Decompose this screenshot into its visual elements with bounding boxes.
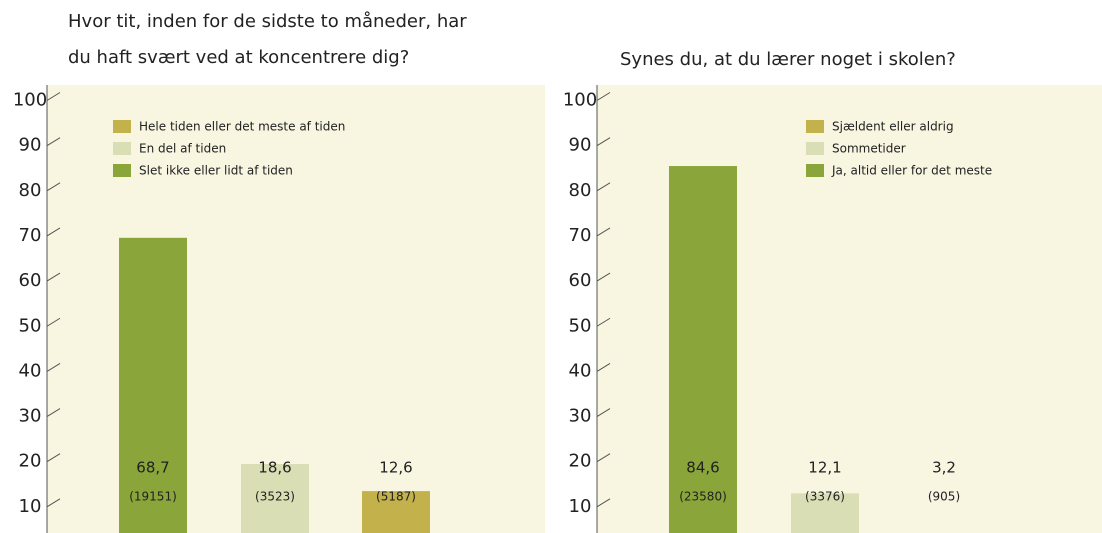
legend-swatch [806,120,824,133]
y-tick-label: 30 [19,406,42,427]
tick-mark [596,453,611,463]
count-label: (5187) [376,490,416,504]
y-tick-label: 20 [569,451,592,472]
value-label: 12,6 [379,459,412,477]
y-tick-label: 20 [19,451,42,472]
tick-mark [596,362,611,372]
y-tick-label: 80 [569,180,592,201]
tick-mark [596,272,611,282]
count-label: (3523) [255,490,295,504]
legend-label: Ja, altid eller for det meste [831,164,992,178]
bar [119,237,187,533]
value-label: 3,2 [932,459,956,477]
y-tick-label: 60 [569,270,592,291]
tick-mark [596,498,611,508]
y-tick-label: 30 [569,406,592,427]
bar [669,166,737,533]
legend-swatch [113,164,131,177]
tick-mark [596,317,611,327]
y-tick-label: 50 [19,315,42,336]
y-tick-label: 100 [563,90,597,111]
chart-title: Synes du, at du lærer noget i skolen? [620,49,956,70]
y-tick-label: 50 [569,315,592,336]
tick-mark [46,362,61,372]
tick-mark [46,453,61,463]
value-label: 68,7 [136,459,169,477]
count-label: (23580) [679,490,727,504]
count-label: (19151) [129,490,177,504]
legend-swatch [806,142,824,155]
bar [241,464,309,533]
y-tick-label: 10 [569,496,592,517]
tick-mark [596,182,611,192]
tick-mark [46,272,61,282]
y-tick-label: 70 [569,225,592,246]
value-label: 18,6 [258,459,291,477]
value-label: 12,1 [808,459,841,477]
y-tick-label: 90 [19,135,42,156]
legend-label: En del af tiden [139,142,226,156]
chart-title: du haft svært ved at koncentrere dig? [68,47,409,68]
bar [362,491,430,533]
tick-mark [46,137,61,147]
y-tick-label: 80 [19,180,42,201]
tick-mark [596,137,611,147]
tick-mark [46,498,61,508]
count-label: (3376) [805,490,845,504]
tick-mark [596,92,611,101]
legend-swatch [113,142,131,155]
tick-mark [46,92,61,101]
value-label: 84,6 [686,459,719,477]
tick-mark [596,227,611,237]
legend-swatch [113,120,131,133]
y-tick-label: 40 [569,360,592,381]
tick-mark [46,227,61,237]
tick-mark [46,317,61,327]
legend-label: Sjældent eller aldrig [832,120,954,134]
tick-mark [46,408,61,417]
tick-mark [46,182,61,192]
y-tick-label: 60 [19,270,42,291]
count-label: (905) [928,490,960,504]
y-tick-label: 100 [13,90,47,111]
y-tick-label: 90 [569,135,592,156]
legend-swatch [806,164,824,177]
bar [791,493,859,533]
y-tick-label: 40 [19,360,42,381]
legend-label: Hele tiden eller det meste af tiden [139,120,345,134]
tick-mark [596,408,611,417]
y-tick-label: 70 [19,225,42,246]
legend-label: Slet ikke eller lidt af tiden [139,164,293,178]
legend-label: Sommetider [832,142,906,156]
y-tick-label: 10 [19,496,42,517]
chart-title: Hvor tit, inden for de sidste to måneder… [68,11,467,32]
